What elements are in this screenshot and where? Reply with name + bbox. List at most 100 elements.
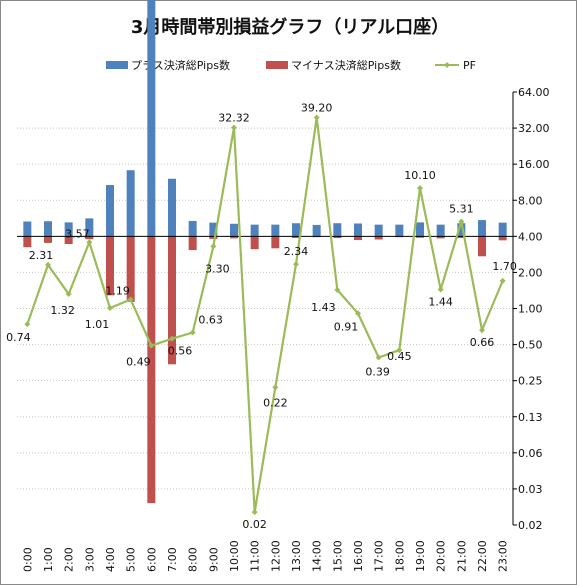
x-axis-ticks: 0:00 1:00 2:00 3:00 4:00 5:00 6:00 7:00 8:00 9:00… — [21, 540, 509, 572]
bar-plus — [168, 178, 176, 237]
pf-marker — [189, 329, 196, 336]
pf-data-label: 2.31 — [29, 249, 54, 262]
pf-data-label: 10.10 — [404, 169, 436, 182]
bar-plus — [188, 220, 197, 237]
x-tick-label: 7:00 — [166, 547, 179, 572]
pf-data-label: 0.39 — [365, 366, 390, 379]
x-tick-label: 12:00 — [269, 540, 282, 572]
bar-plus — [106, 185, 114, 237]
pf-marker — [499, 277, 506, 284]
x-tick-label: 0:00 — [21, 547, 34, 572]
x-tick-label: 23:00 — [497, 540, 510, 572]
pf-data-label: 2.34 — [284, 245, 309, 258]
pf-data-label: 1.43 — [311, 301, 336, 314]
pf-marker — [313, 114, 320, 121]
pf-marker — [458, 218, 465, 225]
right-tick-label: 0.25 — [518, 375, 543, 388]
right-tick-label: 0.50 — [518, 339, 543, 352]
legend-swatch-plus — [106, 61, 128, 69]
legend-label-minus: マイナス決済総Pips数 — [291, 58, 401, 72]
bar-minus — [354, 236, 362, 241]
pf-data-label: 5.31 — [449, 203, 474, 216]
pf-marker — [396, 347, 403, 354]
data-labels: 0.74 2.31 1.32 3.57 1.01 1.19 0.49 0.56 0.63 3.30… — [6, 102, 517, 532]
x-tick-label: 19:00 — [414, 540, 427, 572]
bar-plus — [230, 223, 238, 237]
bar-plus — [23, 221, 32, 237]
bar-plus — [126, 170, 135, 237]
pf-marker — [417, 185, 423, 192]
pf-marker — [107, 304, 113, 311]
bar-minus — [457, 236, 466, 239]
right-tick-label: 0.06 — [518, 447, 543, 460]
pf-marker — [169, 335, 175, 342]
x-tick-label: 1:00 — [42, 547, 55, 572]
bar-minus — [271, 236, 280, 249]
bar-plus — [64, 222, 73, 237]
legend-label-pf: PF — [463, 59, 476, 72]
pf-data-label: 1.44 — [428, 296, 453, 309]
bar-minus — [44, 236, 52, 243]
legend: プラス決済総Pips数 マイナス決済総Pips数 PF — [106, 58, 476, 72]
bar-minus — [147, 236, 156, 504]
x-tick-label: 17:00 — [373, 540, 386, 572]
bar-minus — [250, 236, 259, 250]
bar-minus — [416, 236, 424, 238]
bar-minus — [23, 236, 32, 248]
pf-data-label: 1.70 — [492, 260, 517, 273]
bar-minus — [64, 236, 73, 245]
pf-marker — [45, 261, 51, 268]
bar-minus — [374, 236, 383, 240]
pf-data-label: 3.30 — [205, 262, 230, 275]
bar-minus — [209, 236, 218, 239]
right-tick-label: 32.00 — [518, 122, 550, 135]
pf-data-label: 0.22 — [263, 396, 288, 409]
bar-minus — [436, 236, 445, 239]
x-tick-label: 21:00 — [455, 540, 468, 572]
bar-minus — [498, 236, 507, 241]
right-tick-label: 4.00 — [518, 230, 543, 243]
bar-minus — [333, 236, 342, 239]
bar-plus — [292, 223, 300, 237]
bar-minus — [85, 236, 94, 240]
pf-marker — [437, 286, 444, 293]
right-tick-label: 0.13 — [518, 411, 543, 424]
bar-plus — [250, 224, 259, 237]
bar-minus — [230, 236, 238, 239]
legend-swatch-minus — [266, 61, 288, 69]
pf-data-label: 0.91 — [334, 320, 359, 333]
pf-data-label: 0.74 — [6, 331, 31, 344]
pf-marker — [127, 296, 134, 303]
bar-plus — [147, 0, 156, 237]
legend-marker-pf — [444, 62, 450, 68]
x-tick-label: 20:00 — [435, 540, 448, 572]
x-tick-label: 4:00 — [104, 547, 117, 572]
bar-plus — [374, 224, 383, 237]
pf-marker — [355, 310, 361, 317]
pf-marker — [86, 239, 93, 246]
right-tick-label: 0.03 — [518, 483, 543, 496]
bar-plus — [85, 218, 94, 237]
x-tick-label: 14:00 — [311, 540, 324, 572]
pf-marker — [375, 354, 382, 361]
bar-minus — [188, 236, 197, 251]
pf-marker — [272, 384, 279, 391]
bar-plus — [354, 223, 362, 237]
x-tick-label: 13:00 — [290, 540, 303, 572]
right-axis-ticks: 0.02 0.03 0.06 0.13 0.25 0.50 1.00 2.00 4.00 8.00… — [513, 86, 550, 532]
pf-marker — [148, 342, 155, 349]
bar-plus — [457, 223, 466, 237]
x-tick-label: 16:00 — [352, 540, 365, 572]
pf-marker — [210, 243, 217, 250]
pf-data-label: 3.57 — [65, 227, 90, 240]
right-tick-label: 1.00 — [518, 303, 543, 316]
bar-plus — [271, 224, 280, 237]
x-tick-label: 22:00 — [476, 540, 489, 572]
pf-marker — [65, 291, 72, 298]
bar-minus — [478, 236, 486, 257]
legend-label-plus: プラス決済総Pips数 — [131, 58, 230, 72]
bar-minus — [106, 236, 114, 296]
pf-data-label: 0.45 — [387, 350, 412, 363]
x-tick-label: 6:00 — [145, 547, 158, 572]
